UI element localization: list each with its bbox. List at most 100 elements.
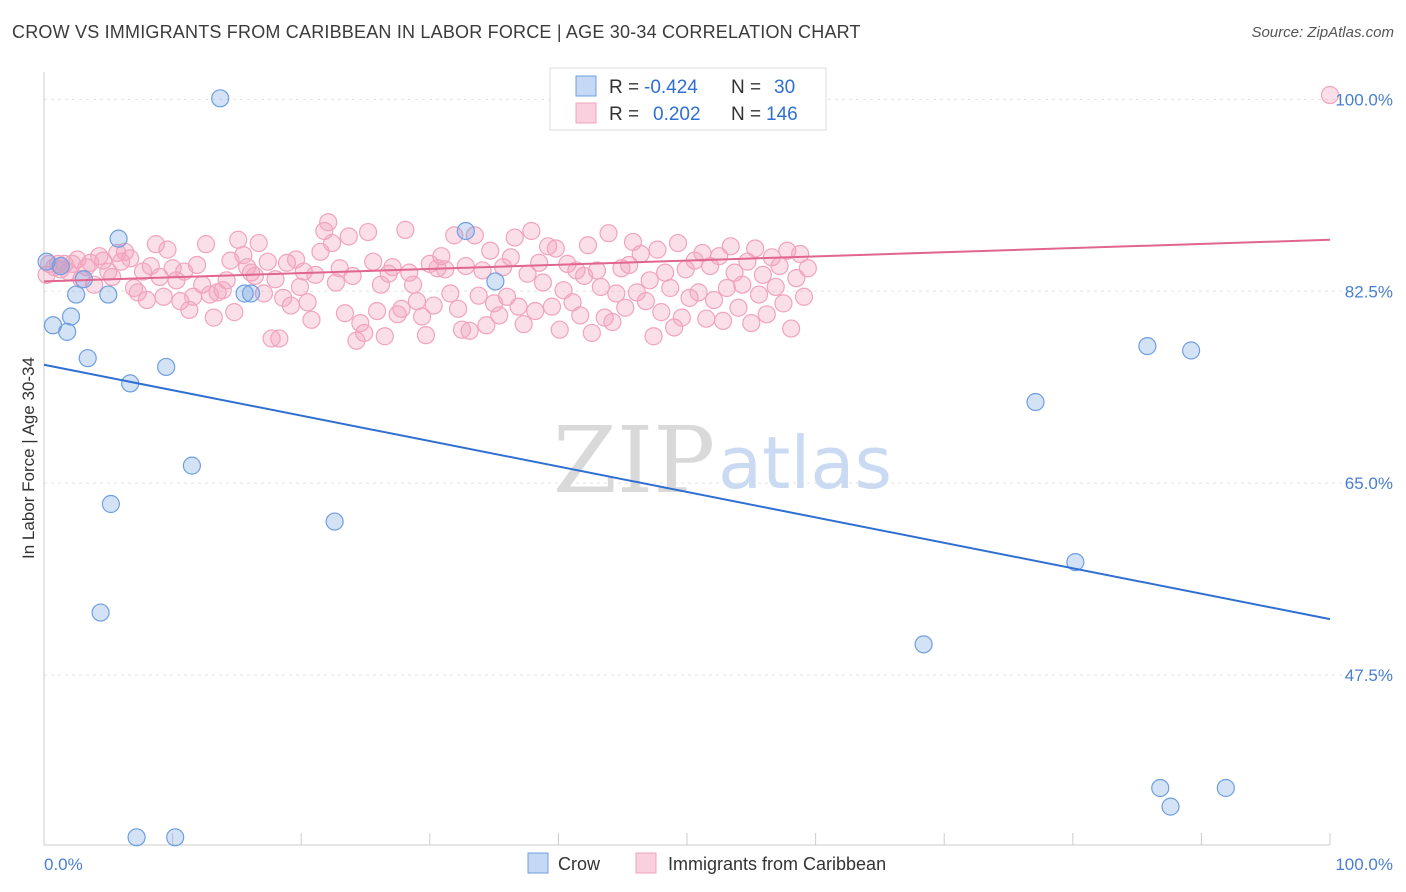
caribbean-point: [225, 303, 244, 322]
bottom-legend: Crow Immigrants from Caribbean: [527, 852, 886, 874]
crow-point: [1216, 778, 1235, 798]
caribbean-point: [154, 287, 173, 306]
legend-box: R = -0.424 N = 30 R = 0.202 N = 146: [549, 67, 827, 131]
caribbean-point: [533, 273, 553, 292]
caribbean-point: [392, 299, 411, 318]
caribbean-point: [530, 253, 549, 272]
crow-point: [99, 285, 118, 304]
crow-point: [1066, 553, 1085, 572]
crow-point: [37, 252, 56, 271]
legend-carib-swatch: [575, 102, 597, 124]
bottom-legend-carib: Immigrants from Caribbean: [668, 854, 886, 874]
crow-point: [1161, 797, 1180, 816]
caribbean-point: [367, 301, 387, 321]
crow-point: [67, 285, 86, 304]
legend-crow-r-label: R =: [609, 77, 639, 98]
caribbean-point: [522, 221, 541, 241]
crow-point: [1182, 341, 1201, 360]
caribbean-point: [456, 256, 475, 276]
caribbean-point: [742, 313, 761, 333]
crow-point: [182, 456, 201, 475]
caribbean-point: [445, 226, 464, 245]
caribbean-point: [187, 255, 207, 275]
gridlines: [44, 98, 1392, 676]
crow-point: [241, 284, 261, 303]
crow-point: [914, 635, 933, 654]
caribbean-point: [636, 292, 655, 311]
caribbean-point: [717, 278, 736, 298]
caribbean-point: [599, 224, 618, 243]
caribbean-point: [554, 281, 573, 300]
legend-carib-r-value: 0.202: [653, 104, 701, 125]
caribbean-point: [281, 296, 301, 315]
caribbean-point: [358, 222, 378, 242]
caribbean-point: [146, 235, 165, 254]
caribbean-point: [490, 306, 509, 325]
caribbean-point: [335, 304, 355, 323]
caribbean-point: [270, 329, 289, 348]
caribbean-point: [465, 226, 484, 245]
caribbean-point: [526, 301, 545, 321]
caribbean-point: [733, 275, 752, 294]
caribbean-point: [661, 278, 680, 298]
chart-source: Source: ZipAtlas.com: [1251, 24, 1394, 41]
x-tick-marks: [43, 833, 1331, 845]
caribbean-point: [347, 331, 366, 350]
crow-point: [486, 272, 505, 291]
caribbean-point: [254, 284, 274, 303]
crow-point: [235, 284, 254, 303]
caribbean-point: [245, 266, 265, 286]
caribbean-point: [343, 266, 362, 286]
caribbean-point: [103, 267, 122, 287]
crow-point: [1026, 392, 1045, 412]
caribbean-point: [298, 293, 317, 312]
caribbean-point: [294, 262, 313, 281]
caribbean-point: [302, 310, 321, 329]
legend-carib-n-value: 146: [766, 104, 798, 125]
caribbean-point: [94, 251, 113, 270]
caribbean-point: [229, 230, 248, 249]
y-axis-label: In Labor Force | Age 30-34: [19, 357, 38, 559]
crow-point: [61, 307, 81, 326]
legend-carib-n-label: N =: [731, 104, 761, 125]
caribbean-point: [542, 297, 562, 316]
caribbean-point: [396, 220, 415, 239]
watermark-zip: ZIP: [553, 407, 715, 514]
legend-carib-r-label: R =: [609, 104, 639, 125]
crow-point: [127, 828, 146, 847]
caribbean-point: [571, 306, 590, 325]
caribbean-point: [322, 233, 342, 253]
caribbean-point: [652, 303, 671, 322]
caribbean-point: [591, 277, 610, 297]
caribbean-point: [375, 327, 394, 346]
caribbean-point: [782, 319, 801, 338]
caribbean-point: [753, 265, 772, 284]
caribbean-point: [640, 271, 659, 290]
caribbean-point: [704, 290, 724, 310]
caribbean-point: [234, 246, 253, 265]
caribbean-point: [364, 252, 383, 271]
y-tick-label: 65.0%: [1345, 474, 1393, 493]
caribbean-point: [383, 258, 402, 277]
caribbean-point: [274, 288, 293, 307]
crow-point: [91, 603, 110, 622]
caribbean-point: [701, 256, 720, 276]
caribbean-trend-line: [43, 238, 1331, 283]
caribbean-point: [721, 237, 740, 256]
series-crow-points: [37, 89, 1235, 847]
caribbean-point: [137, 290, 156, 310]
caribbean-point: [351, 313, 370, 333]
caribbean-point: [501, 248, 520, 267]
caribbean-point: [697, 309, 716, 328]
caribbean-point: [713, 311, 733, 330]
x-tick-label-max: 100.0%: [1335, 855, 1393, 874]
caribbean-point: [258, 252, 277, 271]
bottom-legend-carib-swatch: [635, 852, 657, 874]
caribbean-point: [749, 285, 769, 304]
caribbean-point: [774, 294, 793, 313]
caribbean-point: [689, 283, 708, 302]
caribbean-point: [448, 299, 468, 318]
caribbean-point: [1320, 85, 1340, 105]
caribbean-point: [607, 284, 626, 303]
caribbean-point: [424, 296, 443, 315]
